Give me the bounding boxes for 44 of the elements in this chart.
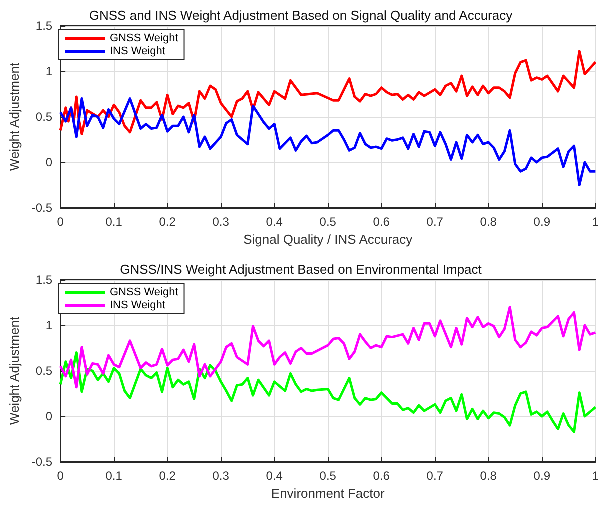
x-tick-label: 0.5 [320,215,337,229]
x-tick-label: 0.7 [426,215,444,229]
x-axis-title: Signal Quality / INS Accuracy [244,232,414,247]
x-tick-label: 0.6 [373,215,390,229]
x-tick-label: 0.5 [320,469,337,483]
y-axis-title: Weight Adjustment [7,316,22,426]
x-tick-label: 0.4 [266,469,284,483]
x-axis-title: Environment Factor [271,486,386,501]
y-tick-label: -0.5 [32,455,53,469]
y-tick-label: 0 [46,156,53,170]
x-tick-label: 0.8 [480,469,498,483]
y-tick-label: 0 [46,410,53,424]
chart-title: GNSS/INS Weight Adjustment Based on Environmental Impact [120,262,482,277]
x-tick-label: 0.9 [534,469,551,483]
x-tick-label: 0.9 [534,215,551,229]
line-series [59,352,597,434]
x-tick-label: 0.7 [426,469,444,483]
x-tick-label: 0.3 [212,215,230,229]
chart-title: GNSS and INS Weight Adjustment Based on Signal Quality and Accuracy [89,8,514,23]
legend-label: GNSS Weight [110,32,178,44]
x-tick-label: 0.1 [106,469,123,483]
x-tick-label: 0 [57,215,64,229]
y-tick-label: 1.5 [36,19,53,33]
x-tick-label: 0.6 [373,469,390,483]
x-tick-label: 0.3 [212,469,230,483]
y-tick-label: 0.5 [36,110,53,124]
y-tick-label: 0.5 [36,364,53,378]
y-tick-label: 1.5 [36,273,53,287]
y-axis-title: Weight Adjustment [7,62,22,172]
x-tick-label: 0 [57,469,64,483]
x-tick-label: 0.2 [159,215,176,229]
x-tick-label: 1 [592,215,600,229]
x-tick-label: 0.4 [266,215,284,229]
legend-label: INS Weight [110,46,166,58]
x-tick-label: 0.1 [106,215,123,229]
legend-label: GNSS Weight [110,286,178,298]
legend-label: INS Weight [110,300,166,312]
x-tick-label: 0.2 [159,469,176,483]
x-tick-label: 1 [592,469,600,483]
y-tick-label: 1 [46,64,53,78]
y-tick-label: -0.5 [32,201,53,215]
line-series [59,98,597,186]
x-tick-label: 0.8 [480,215,498,229]
y-tick-label: 1 [46,318,53,332]
